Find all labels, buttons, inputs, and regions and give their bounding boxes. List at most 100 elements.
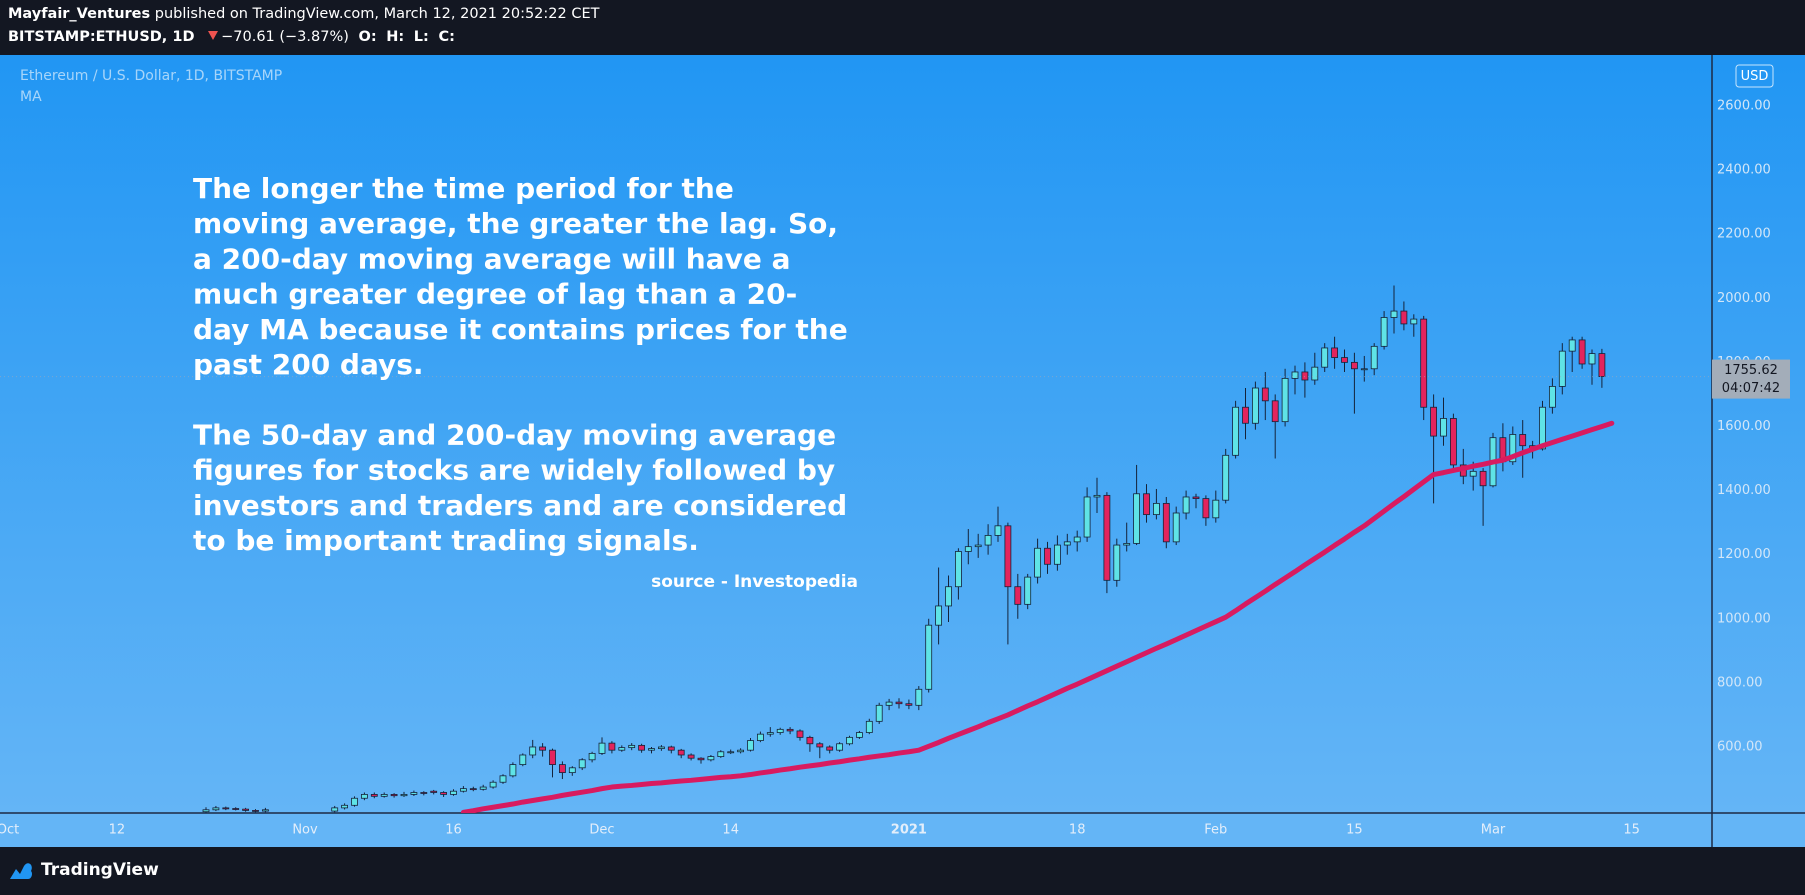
currency-box	[1735, 64, 1774, 88]
candle-body	[430, 790, 438, 793]
annotation-line: a 200-day moving average will have a	[193, 242, 791, 275]
y-tick-label: 600.00	[1717, 739, 1763, 754]
brand: TradingView	[41, 860, 159, 880]
x-tick-label: Mar	[1481, 823, 1506, 838]
candle-body	[1192, 496, 1200, 499]
indicator-name: MA	[20, 89, 42, 105]
candle-body	[974, 544, 982, 548]
candle-body	[638, 744, 645, 751]
candle-body	[737, 749, 744, 753]
x-tick-label: Feb	[1204, 823, 1227, 838]
candle-body	[1202, 498, 1210, 519]
candle-body	[1291, 371, 1299, 379]
candle-body	[1558, 350, 1566, 387]
candle-body	[1261, 387, 1269, 402]
candle-body	[885, 701, 893, 706]
down-arrow	[208, 31, 219, 40]
candle-body	[202, 809, 210, 813]
candle-body	[1549, 386, 1556, 408]
candle-body	[1133, 493, 1140, 544]
countdown: 04:07:42	[1722, 381, 1780, 396]
publisher: Mayfair_Ventures	[8, 6, 151, 22]
candle-body	[598, 742, 606, 754]
candle-body	[1410, 318, 1418, 325]
x-tick-label: Dec	[589, 823, 614, 838]
candle-body	[1360, 368, 1368, 371]
candle-body	[905, 703, 913, 706]
candle-body	[1014, 586, 1022, 605]
candle-body	[1420, 318, 1428, 408]
annotation-line: investors and traders and are considered	[193, 489, 847, 522]
candle-body	[955, 551, 962, 588]
x-tick-label: 15	[1623, 823, 1640, 838]
candle-body	[568, 767, 576, 774]
candle-body	[1232, 406, 1239, 456]
candle-body	[1351, 361, 1358, 370]
candle-body	[1182, 496, 1190, 514]
x-tick-label: 18	[1069, 823, 1086, 838]
header-bar: Mayfair_Ventures published on TradingVie…	[0, 0, 1805, 55]
candle-body	[1380, 317, 1388, 347]
candle-body	[1469, 470, 1477, 477]
candle-body	[677, 749, 685, 756]
candle-body	[796, 730, 804, 738]
candle-body	[1400, 310, 1408, 325]
candle-body	[232, 808, 240, 810]
chart: Ethereum / U.S. Dollar, 1D, BITSTAMP MA …	[0, 55, 1805, 847]
annotation-line: past 200 days.	[193, 348, 424, 381]
candle-body	[479, 786, 487, 790]
candle-body	[440, 792, 448, 795]
plot-area	[0, 285, 1712, 813]
candle-body	[1024, 576, 1032, 605]
y-tick-label: 800.00	[1717, 675, 1763, 690]
candle-body	[875, 704, 883, 722]
x-tick-label: 2021	[891, 823, 927, 838]
candle-body	[1301, 371, 1309, 381]
annotation-line: day MA because it contains prices for th…	[193, 313, 848, 346]
candle-body	[915, 688, 923, 706]
candle-body	[984, 535, 992, 546]
candle-body	[559, 764, 566, 774]
candle-body	[1054, 544, 1061, 565]
x-tick-label: Nov	[292, 823, 318, 838]
currency: USD	[1741, 69, 1769, 84]
candle-body	[212, 807, 220, 811]
candle-body	[925, 624, 933, 690]
candle-body	[826, 746, 834, 751]
candle-body	[400, 794, 408, 797]
candle-body	[410, 792, 418, 795]
candle-body	[1034, 547, 1041, 578]
y-tick-label: 1200.00	[1717, 547, 1771, 562]
y-tick-label: 1000.00	[1717, 611, 1771, 626]
moving-average	[460, 420, 1615, 813]
candle-body	[1450, 418, 1457, 466]
candle-body	[1123, 543, 1131, 546]
x-tick-label: Oct	[0, 823, 19, 838]
candle-body	[489, 781, 497, 788]
candle-body	[529, 746, 537, 756]
candle-body	[658, 746, 665, 749]
candle-body	[727, 751, 735, 754]
x-tick-label: 15	[1346, 823, 1363, 838]
y-tick-label: 2600.00	[1717, 98, 1771, 113]
candle-body	[717, 751, 725, 757]
candle-body	[707, 756, 715, 761]
y-tick-label: 2200.00	[1717, 227, 1771, 242]
candle-body	[1004, 525, 1012, 588]
candle-body	[1588, 353, 1596, 365]
candle-body	[1321, 347, 1329, 368]
candle-body	[459, 788, 467, 792]
y-tick-label: 1400.00	[1717, 483, 1771, 498]
candle-body	[1390, 310, 1398, 318]
candle-body	[1172, 512, 1180, 543]
candle-body	[618, 747, 626, 751]
candle-body	[1073, 536, 1081, 543]
candle-body	[786, 728, 794, 732]
candle-body	[667, 746, 675, 751]
candle-body	[1519, 434, 1527, 447]
candle-body	[945, 586, 952, 607]
annotation-source: source - Investopedia	[651, 572, 858, 592]
candle-body	[1479, 470, 1487, 487]
symbol-line: BITSTAMP:ETHUSD, 1D −70.61 (−3.87%) O: H…	[8, 29, 455, 45]
